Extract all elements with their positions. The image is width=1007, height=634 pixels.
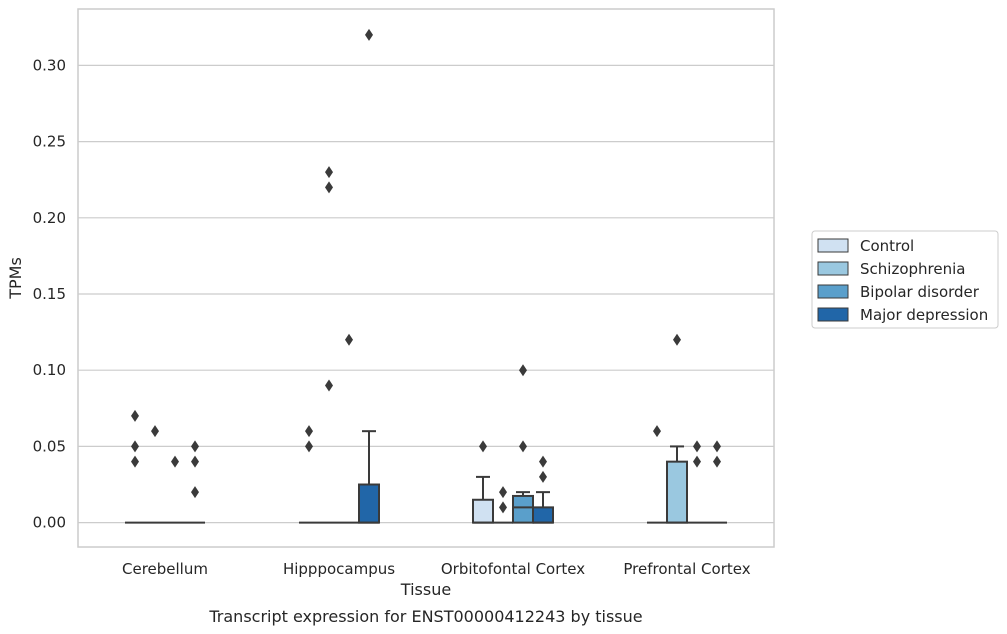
outlier-point xyxy=(693,440,701,453)
box-body xyxy=(472,498,494,524)
box-body xyxy=(512,494,534,524)
y-tick-label: 0.20 xyxy=(33,209,66,227)
box-2-1 xyxy=(493,486,513,524)
y-tick-label: 0.30 xyxy=(33,56,66,74)
box-3-1 xyxy=(666,333,688,524)
box-0-1 xyxy=(145,425,165,524)
box-3-0 xyxy=(647,425,667,524)
outlier-point xyxy=(519,364,527,377)
legend-label: Schizophrenia xyxy=(860,260,965,278)
y-tick-label: 0.25 xyxy=(33,133,66,151)
outlier-point xyxy=(171,455,179,468)
legend-frame xyxy=(811,230,999,329)
outlier-point xyxy=(479,440,487,453)
legend: Control Schizophrenia Bipolar disorder Majo… xyxy=(811,230,999,329)
legend-swatch xyxy=(817,307,849,322)
legend-label: Control xyxy=(860,237,914,255)
outlier-point xyxy=(653,425,661,438)
outlier-point xyxy=(673,333,681,346)
box-3-2 xyxy=(687,440,707,524)
box-body xyxy=(532,506,554,524)
x-tick-label: Cerebellum xyxy=(122,560,208,578)
legend-label: Bipolar disorder xyxy=(860,283,980,301)
grid-layer xyxy=(78,64,774,524)
y-axis-label: TPMs xyxy=(6,257,25,300)
legend-swatch xyxy=(817,261,849,276)
box-body xyxy=(666,460,688,524)
box-layer xyxy=(125,28,727,524)
tick-layer: 0.00 0.05 0.10 0.15 0.20 0.25 0.30 Cerebellum Hi… xyxy=(33,56,751,578)
outlier-point xyxy=(499,486,507,499)
box-0-2 xyxy=(165,455,185,524)
box-1-0 xyxy=(299,425,319,524)
box-3-3 xyxy=(707,440,727,524)
y-tick-label: 0.05 xyxy=(33,437,66,455)
y-tick-label: 0.00 xyxy=(33,514,66,532)
box-1-3 xyxy=(358,28,380,524)
box-2-0 xyxy=(472,440,494,524)
box-2-2 xyxy=(512,364,534,524)
outlier-point xyxy=(345,333,353,346)
outlier-point xyxy=(305,425,313,438)
x-tick-label: Prefrontal Cortex xyxy=(623,560,750,578)
outlier-point xyxy=(713,440,721,453)
outlier-point xyxy=(325,166,333,179)
outlier-point xyxy=(519,440,527,453)
outlier-point xyxy=(191,486,199,499)
x-tick-label: Hipppocampus xyxy=(283,560,395,578)
outlier-point xyxy=(151,425,159,438)
outlier-point xyxy=(131,409,139,422)
outlier-point xyxy=(325,379,333,392)
y-tick-label: 0.15 xyxy=(33,285,66,303)
legend-swatch xyxy=(817,238,849,253)
plot-frame xyxy=(77,8,775,548)
outlier-point xyxy=(499,501,507,514)
box-0-0 xyxy=(125,409,145,524)
box-0-3 xyxy=(185,440,205,524)
outlier-point xyxy=(713,455,721,468)
legend-swatch xyxy=(817,284,849,299)
x-tick-label: Orbitofontal Cortex xyxy=(441,560,585,578)
legend-label: Major depression xyxy=(860,306,988,324)
outlier-point xyxy=(365,28,373,41)
x-axis-label: Tissue xyxy=(400,580,451,599)
outlier-point xyxy=(131,455,139,468)
y-tick-label: 0.10 xyxy=(33,361,66,379)
outlier-point xyxy=(191,440,199,453)
outlier-point xyxy=(539,470,547,483)
outlier-point xyxy=(191,455,199,468)
box-2-3 xyxy=(532,455,554,524)
outlier-point xyxy=(305,440,313,453)
outlier-point xyxy=(131,440,139,453)
outlier-point xyxy=(693,455,701,468)
box-body xyxy=(358,483,380,524)
box-1-1 xyxy=(319,166,339,524)
chart-caption: Transcript expression for ENST0000041224… xyxy=(208,607,642,626)
outlier-point xyxy=(539,455,547,468)
box-1-2 xyxy=(339,333,359,524)
outlier-point xyxy=(325,181,333,194)
